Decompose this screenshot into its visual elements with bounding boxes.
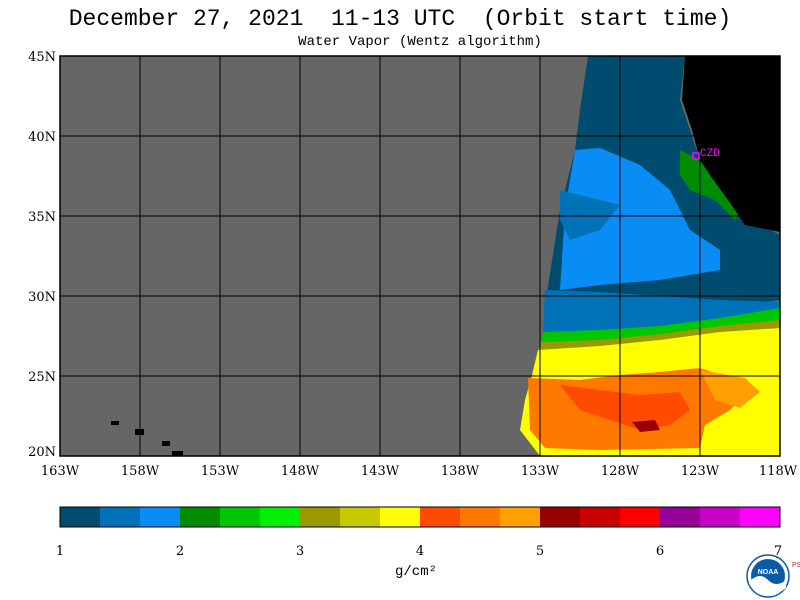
colorbar-tick: 1 bbox=[56, 544, 64, 559]
colorbar-tick: 3 bbox=[296, 544, 304, 559]
colorbar-tick: 2 bbox=[176, 544, 184, 559]
colorbar-tick: 4 bbox=[416, 544, 424, 559]
colorbar-unit-label: g/cm² bbox=[395, 564, 438, 580]
colorbar-tick: 6 bbox=[656, 544, 664, 559]
lat-label: 30N bbox=[28, 290, 56, 305]
lon-label: 128W bbox=[601, 464, 640, 479]
colorbar-swatch bbox=[380, 507, 421, 527]
colorbar-swatch bbox=[540, 507, 581, 527]
noaa-logo-text: NOAA bbox=[758, 569, 779, 576]
longitude-labels: 163W 158W 153W 148W 143W 138W 133W 128W … bbox=[41, 464, 798, 479]
colorbar-swatch bbox=[140, 507, 181, 527]
station-label: CZD bbox=[700, 148, 720, 160]
lon-label: 138W bbox=[441, 464, 480, 479]
lon-label: 118W bbox=[759, 464, 798, 479]
colorbar-swatch bbox=[260, 507, 301, 527]
colorbar-swatch bbox=[660, 507, 701, 527]
swath bbox=[520, 56, 780, 456]
colorbar-swatch bbox=[100, 507, 141, 527]
lat-label: 40N bbox=[28, 130, 56, 145]
colorbar-swatch bbox=[60, 507, 101, 527]
lat-label: 20N bbox=[28, 445, 56, 460]
lon-label: 133W bbox=[521, 464, 560, 479]
colorbar-tick: 5 bbox=[536, 544, 544, 559]
coastal-band bbox=[680, 150, 740, 220]
colorbar-swatches bbox=[60, 507, 781, 527]
colorbar-swatch bbox=[620, 507, 661, 527]
map-frame bbox=[59, 55, 781, 457]
colorbar-frame bbox=[59, 506, 781, 528]
lat-label: 35N bbox=[28, 210, 56, 225]
colorbar-swatch bbox=[220, 507, 261, 527]
map-title: December 27, 2021 11-13 UTC (Orbit start… bbox=[68, 6, 732, 32]
latitude-labels: 45N 40N 35N 30N 25N 20N bbox=[28, 50, 56, 460]
land bbox=[682, 56, 780, 232]
lon-label: 163W bbox=[41, 464, 80, 479]
colorbar-swatch bbox=[740, 507, 781, 527]
colorbar-swatch bbox=[340, 507, 381, 527]
colorbar-swatch bbox=[300, 507, 341, 527]
lat-label: 45N bbox=[28, 50, 56, 65]
grid-lines bbox=[60, 56, 780, 456]
colorbar-ticks: 1 2 3 4 5 6 7 bbox=[56, 544, 782, 559]
lat-label: 25N bbox=[28, 370, 56, 385]
colorbar-swatch bbox=[580, 507, 621, 527]
map-subtitle: Water Vapor (Wentz algorithm) bbox=[298, 34, 542, 50]
lon-label: 158W bbox=[121, 464, 160, 479]
lon-label: 148W bbox=[281, 464, 320, 479]
psl-label: PSL bbox=[792, 562, 800, 569]
colorbar-tick: 7 bbox=[774, 544, 782, 559]
lon-label: 143W bbox=[361, 464, 400, 479]
station-marker: CZD bbox=[692, 148, 720, 160]
colorbar-swatch bbox=[460, 507, 501, 527]
colorbar-swatch bbox=[180, 507, 221, 527]
lon-label: 153W bbox=[201, 464, 240, 479]
noaa-logo: NOAA bbox=[746, 554, 790, 598]
lon-label: 123W bbox=[681, 464, 720, 479]
colorbar-swatch bbox=[420, 507, 461, 527]
colorbar-swatch bbox=[700, 507, 741, 527]
colorbar-swatch bbox=[500, 507, 541, 527]
